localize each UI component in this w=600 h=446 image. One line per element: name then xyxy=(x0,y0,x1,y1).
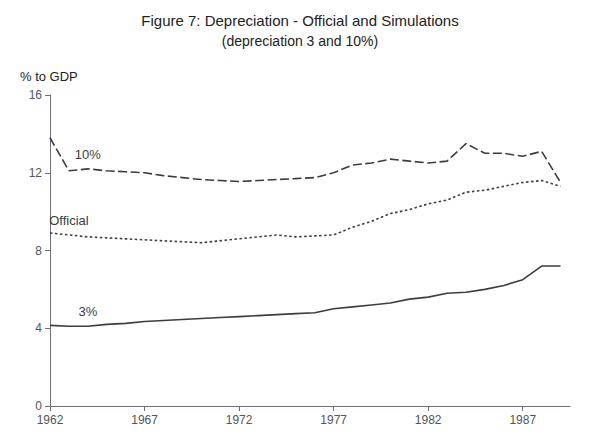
svg-text:1977: 1977 xyxy=(320,413,347,427)
svg-text:(depreciation 3 and 10%): (depreciation 3 and 10%) xyxy=(222,33,378,49)
svg-text:Official: Official xyxy=(49,213,89,228)
svg-text:1967: 1967 xyxy=(131,413,158,427)
svg-text:1987: 1987 xyxy=(509,413,536,427)
svg-text:3%: 3% xyxy=(78,304,97,319)
svg-text:12: 12 xyxy=(29,166,43,180)
svg-text:4: 4 xyxy=(35,321,42,335)
svg-text:Figure 7: Depreciation - Offic: Figure 7: Depreciation - Official and Si… xyxy=(141,12,458,29)
svg-text:10%: 10% xyxy=(75,147,101,162)
svg-text:1962: 1962 xyxy=(37,413,64,427)
svg-text:% to GDP: % to GDP xyxy=(20,69,78,84)
svg-text:1972: 1972 xyxy=(226,413,253,427)
svg-text:8: 8 xyxy=(35,244,42,258)
svg-text:0: 0 xyxy=(35,399,42,413)
svg-text:16: 16 xyxy=(29,88,43,102)
svg-text:1982: 1982 xyxy=(415,413,442,427)
